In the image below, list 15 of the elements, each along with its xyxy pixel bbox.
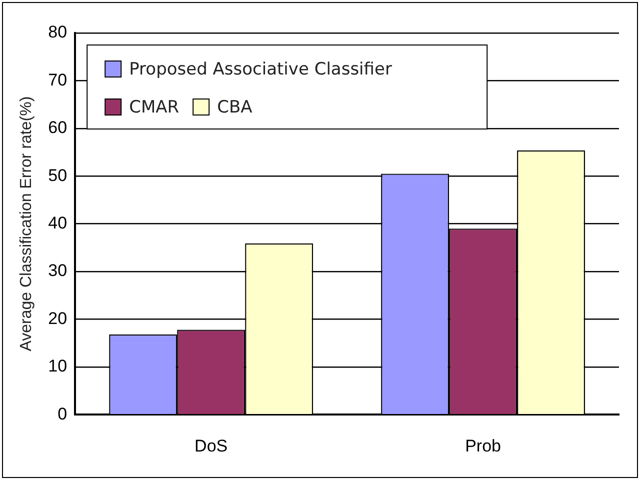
- y-tick-label: 80: [48, 22, 68, 42]
- legend-label: CBA: [217, 97, 253, 118]
- x-tick-label: DoS: [194, 436, 228, 456]
- y-tick-label: 40: [48, 213, 68, 232]
- y-tick-label: 60: [48, 118, 68, 138]
- y-tick-label: 0: [58, 404, 68, 424]
- y-tick-label: 10: [48, 356, 68, 376]
- legend-label: Proposed Associative Classifier: [129, 59, 392, 80]
- y-tick-label: 20: [48, 308, 68, 328]
- y-tick-label: 70: [48, 70, 68, 90]
- y-tick-label: 30: [48, 261, 68, 280]
- legend-label: CMAR: [129, 97, 180, 118]
- x-tick-label: Prob: [465, 436, 501, 456]
- y-tick-label: 50: [48, 166, 68, 185]
- y-axis-title: Average Classification Error rate(%): [18, 96, 36, 352]
